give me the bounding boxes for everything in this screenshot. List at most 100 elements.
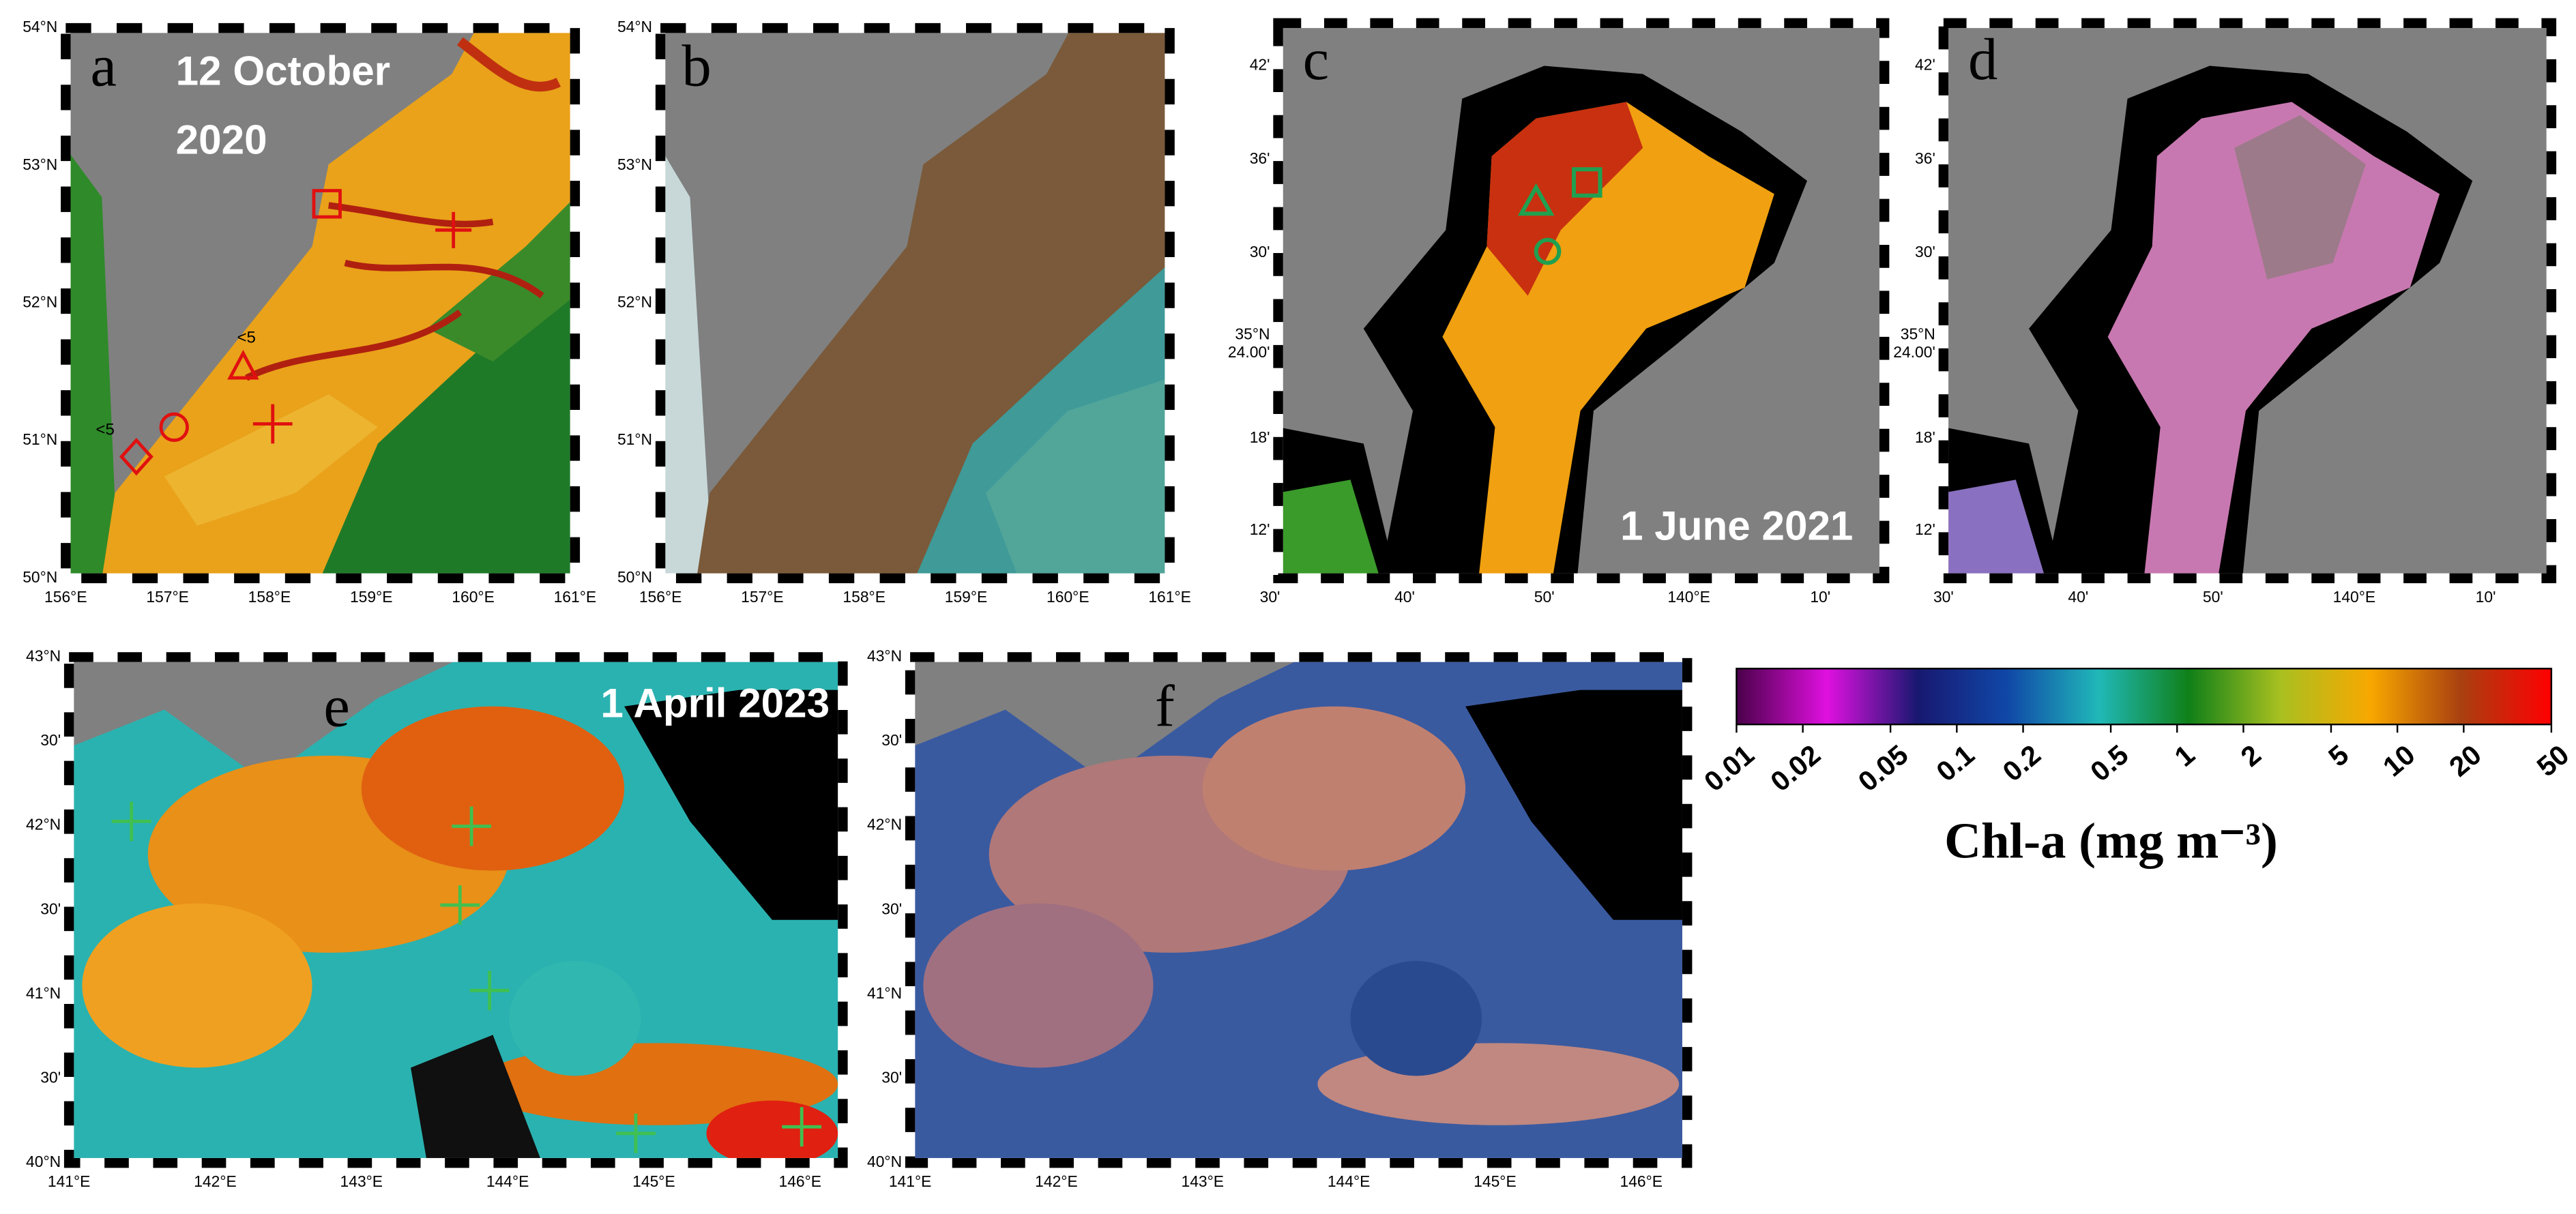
lon-label: 10' bbox=[2476, 588, 2496, 606]
lat-label: 53°N bbox=[617, 156, 652, 173]
lon-label: 143°E bbox=[340, 1172, 383, 1190]
colorbar-title: Chl-a (mg m⁻³) bbox=[1944, 813, 2278, 870]
lon-label: 142°E bbox=[194, 1172, 237, 1190]
lat-label: 40°N bbox=[867, 1153, 902, 1170]
lat-label: 12' bbox=[1250, 520, 1270, 538]
date: 1 June 2021 bbox=[1620, 503, 1853, 549]
lon-label: 40' bbox=[2068, 588, 2088, 606]
lat-label: 54°N bbox=[617, 18, 652, 35]
map-e bbox=[69, 657, 843, 1164]
lat-label: 52°N bbox=[617, 293, 652, 311]
lat-label: 18' bbox=[1915, 428, 1935, 446]
lon-label: 157°E bbox=[741, 588, 784, 606]
date: 1 April 2023 bbox=[600, 681, 830, 726]
colorbar-tick-label: 1 bbox=[2169, 739, 2201, 773]
colorbar-tick-label: 0.1 bbox=[1931, 739, 1980, 788]
lat-label: 30' bbox=[881, 731, 902, 749]
date: 12 October bbox=[176, 48, 390, 93]
lat-label: 42°N bbox=[867, 816, 902, 833]
lon-label: 158°E bbox=[248, 588, 291, 606]
colorbar-tick-label: 20 bbox=[2443, 739, 2487, 783]
colorbar-tick-label: 0.01 bbox=[1698, 739, 1760, 797]
lon-label: 30' bbox=[1260, 588, 1280, 606]
colorbar-tick-label: 2 bbox=[2235, 739, 2267, 773]
lon-label: 50' bbox=[1534, 588, 1555, 606]
lon-label: 157°E bbox=[146, 588, 189, 606]
panel-letter: c bbox=[1303, 27, 1329, 92]
lat-label: 53°N bbox=[23, 156, 57, 173]
lon-label: 159°E bbox=[945, 588, 988, 606]
panel-letter: e bbox=[323, 674, 349, 739]
lon-label: 159°E bbox=[350, 588, 393, 606]
lat-label: 24.00' bbox=[1893, 343, 1935, 361]
lon-label: 141°E bbox=[889, 1172, 932, 1190]
map-a bbox=[65, 28, 575, 578]
lat-label: 50°N bbox=[23, 568, 57, 586]
panel-letter: f bbox=[1155, 674, 1175, 739]
lat-label: 30' bbox=[1915, 243, 1935, 261]
lat-label: 51°N bbox=[23, 430, 57, 448]
colorbar-tick-label: 5 bbox=[2322, 739, 2354, 773]
lon-label: 144°E bbox=[1328, 1172, 1371, 1190]
lat-label: 12' bbox=[1915, 520, 1935, 538]
lat-label: 43°N bbox=[26, 647, 61, 664]
lon-label: 145°E bbox=[1474, 1172, 1517, 1190]
lat-label: 30' bbox=[40, 731, 61, 749]
annotation: <5 bbox=[237, 329, 255, 347]
lon-label: 161°E bbox=[1148, 588, 1191, 606]
lat-label: 30' bbox=[40, 900, 61, 917]
colorbar-tick-label: 50 bbox=[2531, 739, 2575, 783]
lat-label: 30' bbox=[881, 1069, 902, 1086]
lon-label: 142°E bbox=[1035, 1172, 1078, 1190]
panel-letter: b bbox=[682, 33, 711, 98]
panel-letter: a bbox=[90, 33, 116, 98]
lon-label: 30' bbox=[1933, 588, 1954, 606]
lon-label: 146°E bbox=[779, 1172, 822, 1190]
lon-label: 156°E bbox=[44, 588, 87, 606]
panel-letter: d bbox=[1968, 27, 1997, 92]
lon-label: 141°E bbox=[48, 1172, 91, 1190]
lon-label: 143°E bbox=[1182, 1172, 1225, 1190]
colorbar-tick-label: 10 bbox=[2377, 739, 2420, 783]
lat-label: 42' bbox=[1915, 56, 1935, 74]
lat-label: 40°N bbox=[26, 1153, 61, 1170]
colorbar-tick-label: 0.5 bbox=[2084, 739, 2134, 788]
lat-label: 18' bbox=[1250, 428, 1270, 446]
lat-label: 24.00' bbox=[1228, 343, 1270, 361]
lat-label: 35°N bbox=[1901, 325, 1935, 342]
lat-label: 30' bbox=[1250, 243, 1270, 261]
colorbar-tick-label: 0.02 bbox=[1764, 739, 1826, 797]
lon-label: 156°E bbox=[639, 588, 682, 606]
lat-label: 51°N bbox=[617, 430, 652, 448]
lon-label: 144°E bbox=[486, 1172, 529, 1190]
lat-label: 42' bbox=[1250, 56, 1270, 74]
lon-label: 10' bbox=[1810, 588, 1830, 606]
lat-label: 42°N bbox=[26, 816, 61, 833]
lat-label: 35°N bbox=[1235, 325, 1270, 342]
lon-label: 160°E bbox=[452, 588, 495, 606]
map-c bbox=[1278, 23, 1885, 578]
map-f bbox=[910, 657, 1688, 1164]
lon-label: 146°E bbox=[1620, 1172, 1663, 1190]
lat-label: 30' bbox=[881, 900, 902, 917]
markers-e bbox=[111, 801, 822, 1153]
lon-label: 160°E bbox=[1046, 588, 1089, 606]
lat-label: 36' bbox=[1915, 149, 1935, 167]
lat-label: 36' bbox=[1250, 149, 1270, 167]
annotation: <5 bbox=[96, 420, 114, 439]
map-b bbox=[660, 28, 1170, 578]
lon-label: 40' bbox=[1394, 588, 1415, 606]
lat-label: 30' bbox=[40, 1069, 61, 1086]
lon-label: 158°E bbox=[843, 588, 886, 606]
lon-label: 145°E bbox=[632, 1172, 675, 1190]
lat-label: 50°N bbox=[617, 568, 652, 586]
lat-label: 41°N bbox=[867, 984, 902, 1002]
lon-label: 161°E bbox=[554, 588, 597, 606]
colorbar-tick-label: 0.05 bbox=[1852, 739, 1914, 797]
lon-label: 140°E bbox=[2333, 588, 2376, 606]
lat-label: 52°N bbox=[23, 293, 57, 311]
markers-a bbox=[119, 189, 472, 476]
lat-label: 43°N bbox=[867, 647, 902, 664]
map-d bbox=[1943, 23, 2551, 578]
